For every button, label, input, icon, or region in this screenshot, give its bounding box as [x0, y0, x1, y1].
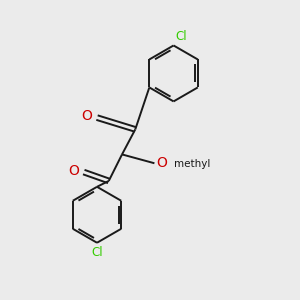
Text: Cl: Cl [91, 246, 103, 259]
Text: methyl: methyl [174, 159, 211, 169]
Text: O: O [68, 164, 79, 178]
Text: O: O [82, 109, 93, 123]
Text: Cl: Cl [175, 29, 187, 43]
Text: O: O [156, 156, 167, 170]
